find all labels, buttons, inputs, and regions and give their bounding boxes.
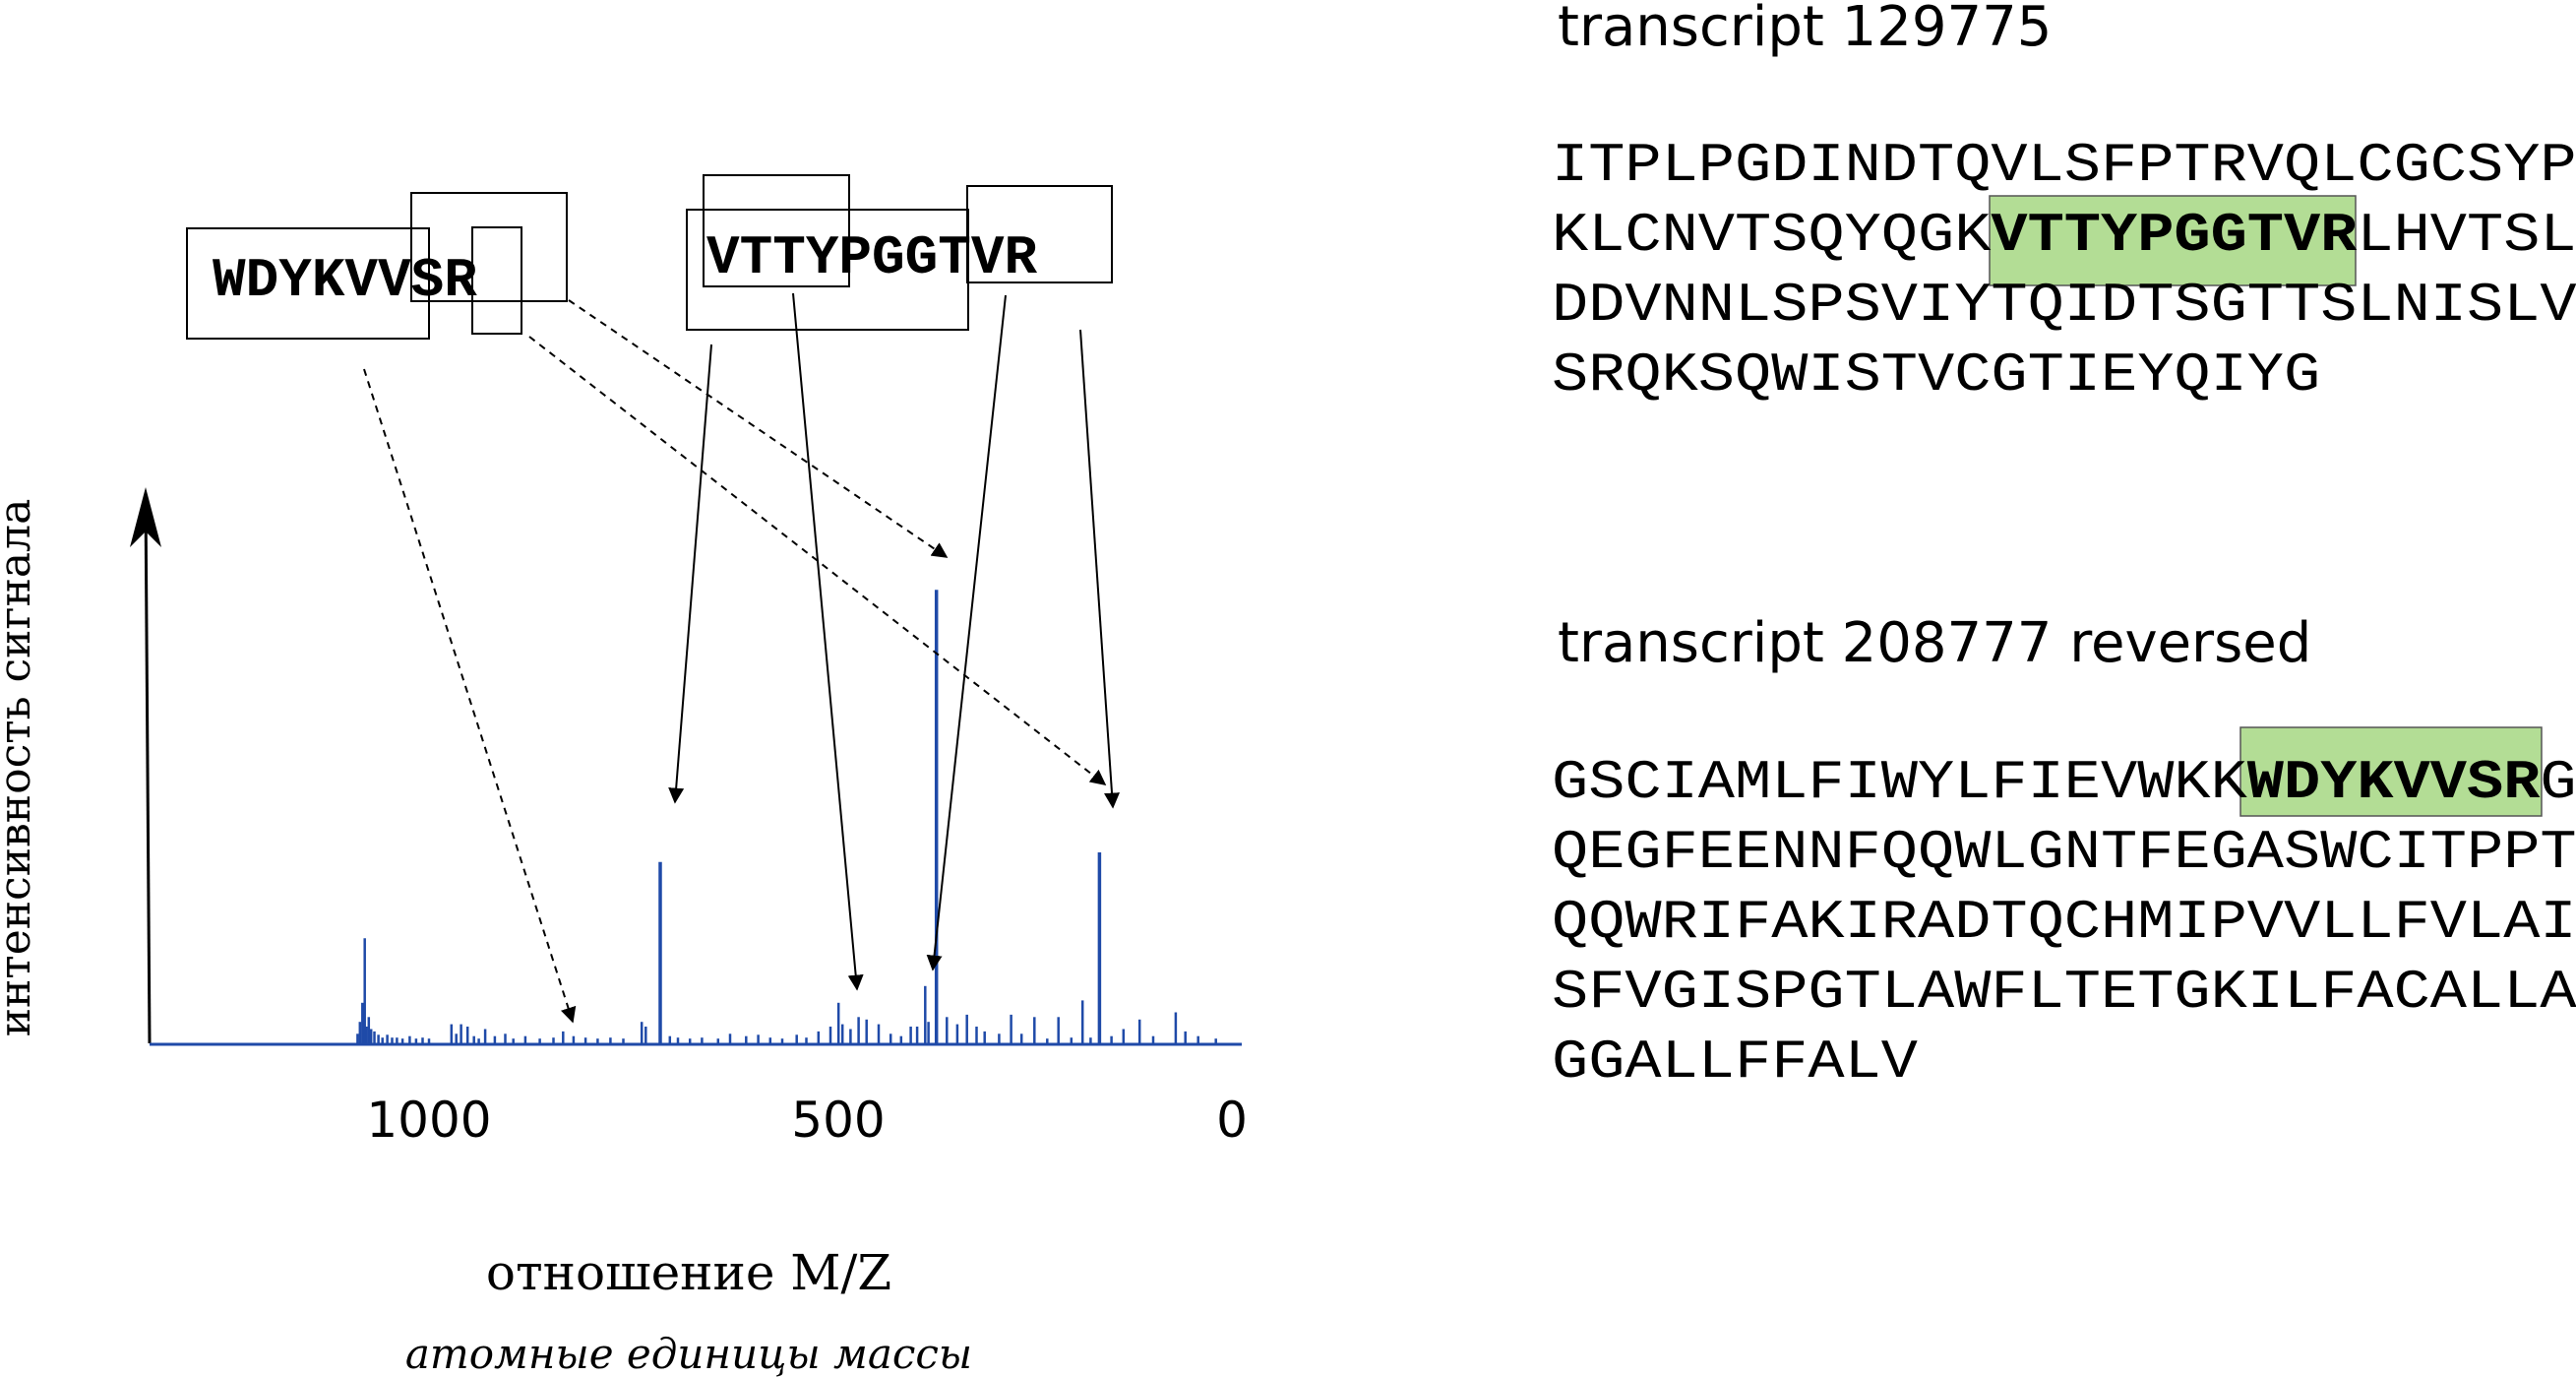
sequence-highlight <box>2239 726 2543 817</box>
sequence-segment: G <box>2540 751 2576 814</box>
sequence-line: KLCNVTSQYQGK VTTYPGGTVR LHVTSL <box>1552 204 2576 267</box>
dashed-arrow <box>363 368 577 1024</box>
fragment-arrows-solid <box>668 292 1121 991</box>
sequence-highlight <box>1989 195 2357 286</box>
sequence-lines: GSCIAMLFIWYLFIEVWKK WDYKVVSR G QEGFEENNFQQW… <box>1552 751 2576 1094</box>
sequence-line: QEGFEENNFQQWLGNTFEGASWCITPPT <box>1552 821 2576 884</box>
x-tick-label: 500 <box>791 1092 885 1149</box>
y-axis-arrowhead <box>130 487 161 547</box>
fragment-box <box>471 226 522 335</box>
peptide-label-left: WDYKVVSR <box>186 192 568 340</box>
transcript-208777-reversed: transcript 208777 reversed GSCIAMLFIWYLF… <box>1552 611 2576 1094</box>
highlighted-peptide: VTTYPGGTVR <box>1991 204 2357 267</box>
sequence-segment: ITPLPGDINDTQVLSFPTRVQLCGCSYP <box>1552 134 2576 197</box>
spectrum-panel: интенсивность сигнала 1000 500 0 отношен… <box>0 174 1248 1377</box>
sequence-segment: QEGFEENNFQQWLGNTFEGASWCITPPT <box>1552 821 2576 884</box>
fragment-box <box>703 174 850 287</box>
sequence-line: QQWRIFAKIRADTQCHMIPVVLLFVLAI <box>1552 891 2576 954</box>
sequence-line: SRQKSQWISTVCGTIEYQIYG <box>1552 344 2320 407</box>
sequence-segment: LHVTSL <box>2357 204 2576 267</box>
fragment-box <box>186 227 430 340</box>
sequence-segment: GGALLFFALV <box>1552 1031 1918 1094</box>
spectrum-peaks <box>356 590 1217 1043</box>
sequence-lines: ITPLPGDINDTQVLSFPTRVQLCGCSYP KLCNVTSQYQGK… <box>1552 134 2576 407</box>
transcript-title: transcript 129775 <box>1558 0 2052 59</box>
fragment-box <box>410 192 568 302</box>
y-axis-label: интенсивность сигнала <box>0 499 40 1037</box>
transcript-title: transcript 208777 reversed <box>1558 611 2311 675</box>
dashed-arrow <box>568 299 949 558</box>
x-tick-label: 0 <box>1216 1092 1248 1149</box>
sequence-line: SFVGISPGTLAWFLTETGKILFACALLA <box>1552 961 2576 1024</box>
sequence-segment: GSCIAMLFIWYLFIEVWKK <box>1552 751 2247 814</box>
solid-arrow <box>1079 329 1121 809</box>
sequence-line: ITPLPGDINDTQVLSFPTRVQLCGCSYP <box>1552 134 2576 197</box>
transcript-129775: transcript 129775 ITPLPGDINDTQVLSFPTRVQL… <box>1552 0 2576 407</box>
x-tick-label: 1000 <box>366 1092 491 1149</box>
sequence-line: DDVNNLSPSVIYTQIDTSGTTSLNISLV <box>1552 274 2576 337</box>
solid-arrow <box>792 292 864 991</box>
peptide-text: WDYKVVSR <box>213 249 477 312</box>
peptide-label-right: VTTYPGGTVR <box>686 174 1113 331</box>
fragment-box <box>966 185 1113 283</box>
x-axis-label: отношение M/Z <box>486 1244 891 1301</box>
sequence-segment: KLCNVTSQYQGK <box>1552 204 1992 267</box>
x-axis-sublabel: атомные единицы массы <box>405 1330 972 1377</box>
sequence-segment: QQWRIFAKIRADTQCHMIPVVLLFVLAI <box>1552 891 2576 954</box>
solid-arrow <box>926 294 1007 971</box>
sequence-segment: SFVGISPGTLAWFLTETGKILFACALLA <box>1552 961 2576 1024</box>
sequence-segment: DDVNNLSPSVIYTQIDTSGTTSLNISLV <box>1552 274 2576 337</box>
y-axis <box>144 496 152 1044</box>
sequence-segment: SRQKSQWISTVCGTIEYQIYG <box>1552 344 2320 407</box>
highlighted-peptide: WDYKVVSR <box>2247 751 2541 814</box>
sequence-line: GSCIAMLFIWYLFIEVWKK WDYKVVSR G <box>1552 751 2576 814</box>
peptide-text: VTTYPGGTVR <box>706 226 1037 289</box>
solid-arrow <box>668 344 712 804</box>
sequence-line: GGALLFFALV <box>1552 1031 1918 1094</box>
